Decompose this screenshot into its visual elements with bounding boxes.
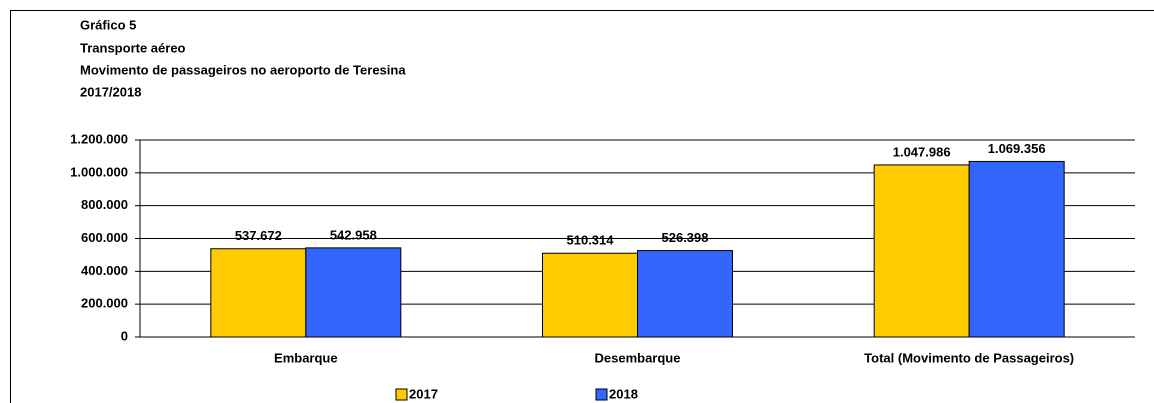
data-label: 510.314 <box>567 233 615 248</box>
chart-title: Gráfico 5 <box>80 17 136 32</box>
data-label: 1.047.986 <box>893 144 951 159</box>
y-tick-label: 1.000.000 <box>70 164 128 179</box>
legend-swatch <box>595 388 608 401</box>
y-tick-label: 1.200.000 <box>70 131 128 146</box>
x-tick-label: Total (Movimento de Passageiros) <box>864 350 1074 365</box>
bar <box>637 250 733 338</box>
legend-label: 2018 <box>609 386 638 401</box>
bar <box>873 164 970 338</box>
y-tick-label: 400.000 <box>81 263 128 278</box>
bar <box>210 248 307 338</box>
chart-subtitle: Movimento de passageiros no aeroporto de… <box>80 62 406 77</box>
bar <box>305 247 402 338</box>
x-tick-label: Desembarque <box>595 350 681 365</box>
data-label: 1.069.356 <box>988 141 1046 156</box>
y-tick-label: 0 <box>121 328 128 343</box>
bar <box>542 252 638 338</box>
data-label: 537.672 <box>235 228 282 243</box>
chart-subtitle: Transporte aéreo <box>80 40 186 55</box>
data-label: 542.958 <box>330 227 377 242</box>
y-tick-label: 800.000 <box>81 197 128 212</box>
bar <box>968 160 1065 338</box>
data-label: 526.398 <box>662 230 709 245</box>
chart-subtitle: 2017/2018 <box>80 84 141 99</box>
chart-frame <box>10 10 1154 403</box>
y-tick-label: 600.000 <box>81 230 128 245</box>
legend-label: 2017 <box>409 386 438 401</box>
x-tick-label: Embarque <box>274 350 338 365</box>
legend-swatch <box>395 388 408 401</box>
y-tick-label: 200.000 <box>81 296 128 311</box>
